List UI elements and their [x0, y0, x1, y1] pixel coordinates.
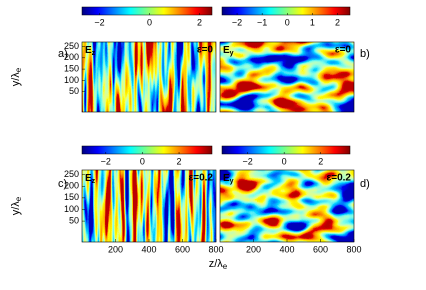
plot-frame — [219, 41, 355, 113]
x-tick-label: 600 — [313, 244, 328, 254]
panel-label: b) — [360, 48, 370, 60]
annotation: ε=0.2 — [327, 173, 352, 184]
x-label-subscript: e — [223, 262, 228, 271]
panel-label: d) — [360, 178, 370, 190]
x-tick-label: 200 — [246, 244, 261, 254]
colorbar-tick-label: 2 — [177, 156, 182, 166]
field-label: Ey — [223, 45, 234, 57]
field-symbol: E — [223, 173, 230, 184]
field-subscript: z — [92, 50, 96, 57]
y-tick-label: 200 — [64, 52, 79, 62]
y-tick-label: 50 — [69, 215, 79, 225]
colorbar-tick-label: 0 — [147, 17, 152, 27]
colorbar-tick-label: 0 — [285, 17, 290, 27]
y-tick-label: 50 — [69, 86, 79, 96]
y-tick-label: 150 — [64, 63, 79, 73]
colorbar — [221, 145, 351, 155]
field-subscript: y — [230, 50, 234, 57]
field-label: Ey — [223, 173, 234, 185]
x-axis-label: z/λe — [209, 258, 228, 271]
colorbar-tick-label: 0 — [140, 156, 145, 166]
heatmap — [82, 42, 216, 112]
colorbar-tick-label: −2 — [242, 156, 252, 166]
y-tick-label: 250 — [64, 41, 79, 51]
y-tick-label: 250 — [64, 169, 79, 179]
x-tick-label: 400 — [141, 244, 156, 254]
colorbar-tick-label: −2 — [94, 17, 104, 27]
colorbar-tick-label: 2 — [335, 17, 340, 27]
x-label-text: z/λ — [209, 258, 224, 270]
panel-label: c) — [58, 178, 67, 190]
y-tick-label: 100 — [64, 204, 79, 214]
field-label: Ez — [85, 173, 96, 185]
x-tick-label: 200 — [108, 244, 123, 254]
x-tick-label: 600 — [175, 244, 190, 254]
field-subscript: y — [230, 178, 234, 185]
field-symbol: E — [85, 173, 92, 184]
y-tick-label: 100 — [64, 75, 79, 85]
field-subscript: z — [92, 178, 96, 185]
y-label-text: y/λ — [10, 72, 22, 87]
colorbar — [221, 6, 351, 16]
y-tick-label: 150 — [64, 192, 79, 202]
colorbar-tick-label: 1 — [310, 17, 315, 27]
plot-frame — [81, 41, 217, 113]
colorbar-tick-label: −1 — [257, 17, 267, 27]
annotation: ε=0 — [197, 45, 214, 56]
heatmap — [220, 170, 354, 242]
field-symbol: E — [223, 45, 230, 56]
annotation: ε=0 — [335, 45, 352, 56]
field-symbol: E — [85, 45, 92, 56]
heatmap — [220, 42, 354, 112]
x-tick-label: 800 — [208, 244, 223, 254]
colorbar-tick-label: −2 — [232, 17, 242, 27]
x-tick-label: 400 — [279, 244, 294, 254]
colorbar — [81, 145, 213, 155]
annotation: ε=0.2 — [189, 173, 214, 184]
heatmap — [82, 170, 216, 242]
y-label-subscript: e — [14, 196, 23, 201]
colorbar-tick-label: 2 — [318, 156, 323, 166]
x-tick-label: 800 — [346, 244, 361, 254]
y-tick-label: 200 — [64, 181, 79, 191]
y-axis-label: y/λe — [10, 67, 23, 86]
y-label-text: y/λ — [10, 201, 22, 216]
colorbar-tick-label: −2 — [101, 156, 111, 166]
colorbar-tick-label: 0 — [282, 156, 287, 166]
colorbar-tick-label: 2 — [197, 17, 202, 27]
field-label: Ez — [85, 45, 96, 57]
y-axis-label: y/λe — [10, 196, 23, 215]
panel-label: a) — [58, 48, 68, 60]
colorbar — [81, 6, 213, 16]
y-label-subscript: e — [14, 67, 23, 72]
